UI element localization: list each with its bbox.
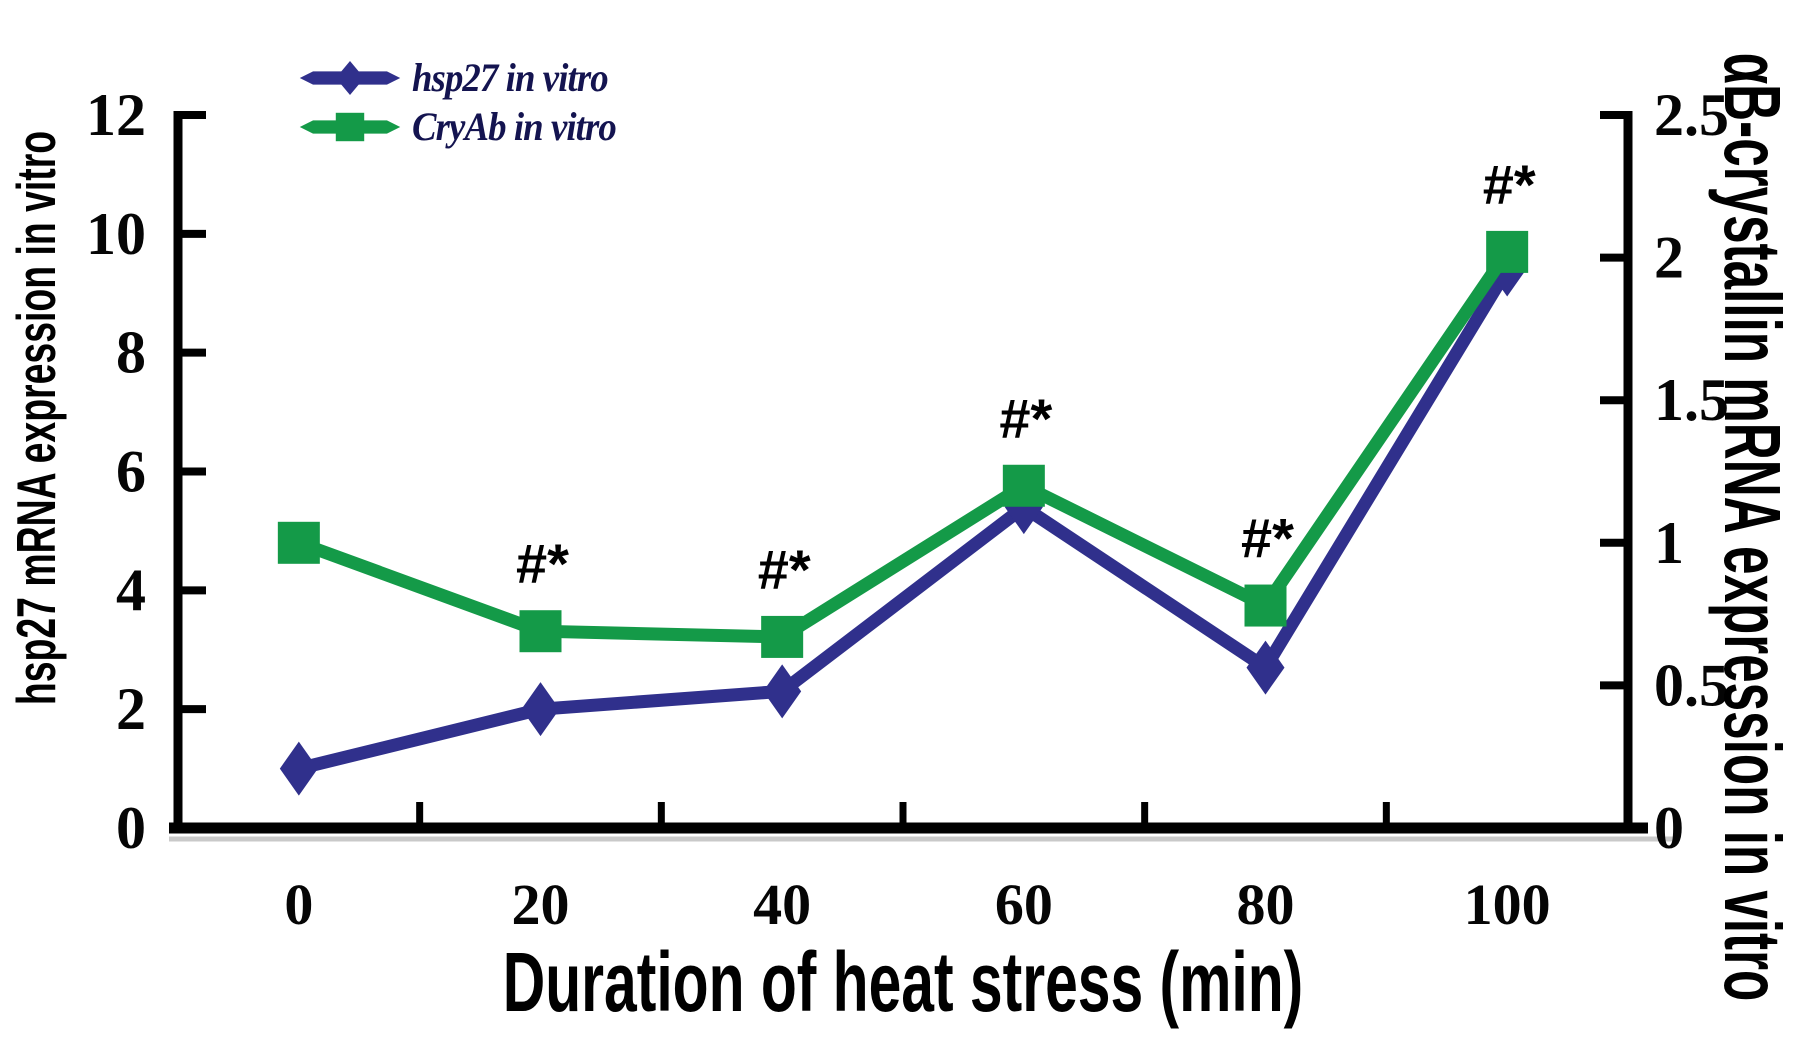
right-axis-title: αB-crystallin mRNA expression in vitro <box>1708 52 1795 1002</box>
data-point-diamond <box>763 664 802 719</box>
data-point-square <box>1002 464 1045 507</box>
data-point-diamond <box>279 741 318 796</box>
legend-label-cryab: CryAb in vitro <box>412 104 617 149</box>
legend-line-square-icon <box>299 112 401 141</box>
data-point-diamond <box>1246 640 1285 695</box>
legend-swatch-shape <box>335 60 365 95</box>
legend: hsp27 in vitro CryAb in vitro <box>296 54 634 150</box>
y-axis-right-tick-label: 2 <box>1654 225 1684 291</box>
legend-item-hsp27: hsp27 in vitro <box>296 54 634 101</box>
legend-swatch-shape <box>335 112 365 141</box>
y-axis-left-tick-label: 12 <box>86 82 146 148</box>
significance-annotation: #* <box>1241 507 1294 570</box>
data-point-square <box>1486 230 1529 273</box>
left-axis-title: hsp27 mRNA expression in vitro <box>5 130 67 706</box>
significance-annotation: #* <box>516 532 569 595</box>
y-axis-left-tick-label: 4 <box>116 557 146 623</box>
x-axis-tick-label: 100 <box>1464 872 1551 937</box>
y-axis-left-tick-label: 10 <box>86 201 146 267</box>
significance-annotation: #* <box>1483 153 1536 216</box>
y-axis-left-tick-label: 6 <box>116 439 146 505</box>
significance-annotation: #* <box>758 538 811 601</box>
y-axis-left-tick-label: 8 <box>116 320 146 386</box>
y-axis-right-tick-label: 1 <box>1654 510 1684 576</box>
y-axis-right-tick-label: 0 <box>1654 795 1684 861</box>
x-axis-tick-label: 60 <box>995 872 1053 937</box>
data-point-square <box>1244 584 1287 627</box>
y-axis-left-tick-label: 2 <box>116 676 146 742</box>
x-axis-tick-label: 80 <box>1237 872 1295 937</box>
x-axis-tick-label: 20 <box>512 872 570 937</box>
legend-line-diamond-icon <box>299 60 401 95</box>
series-line-0 <box>297 266 1513 775</box>
data-point-diamond <box>521 682 560 737</box>
legend-item-cryab: CryAb in vitro <box>296 103 634 150</box>
y-axis-right-tick-label: 2.5 <box>1654 82 1729 148</box>
significance-annotation: #* <box>999 387 1052 450</box>
x-axis-title: Duration of heat stress (min) <box>502 935 1304 1029</box>
data-point-square <box>761 615 804 658</box>
data-point-square <box>519 610 562 653</box>
y-axis-right-tick-label: 0.5 <box>1654 652 1729 718</box>
series-line-1 <box>296 248 1513 644</box>
data-point-square <box>277 521 320 564</box>
y-axis-right-tick-label: 1.5 <box>1654 367 1729 433</box>
x-axis-tick-label: 0 <box>284 872 313 937</box>
legend-label-hsp27: hsp27 in vitro <box>412 55 609 100</box>
y-axis-left-tick-label: 0 <box>116 795 146 861</box>
x-axis-tick-label: 40 <box>753 872 811 937</box>
